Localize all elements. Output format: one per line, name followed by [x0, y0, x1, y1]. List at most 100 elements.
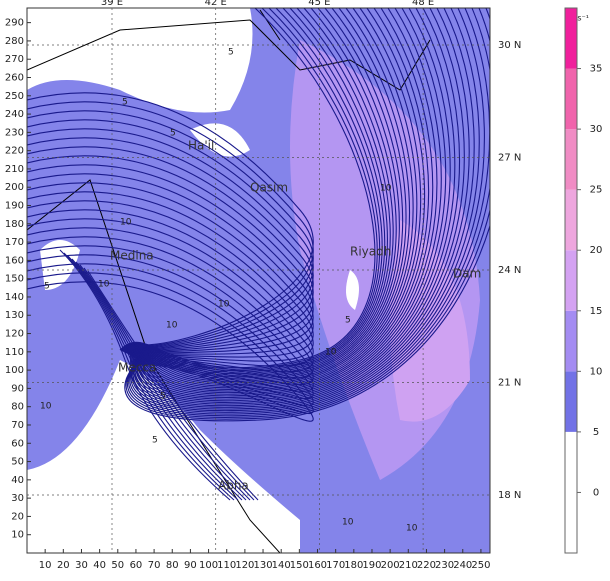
streamline [27, 128, 314, 350]
contour-labels: 5 5 5 5 10 10 5 10 10 10 5 5 10 10 10 10 [40, 48, 418, 534]
lon-label: 39 E [101, 0, 123, 8]
colorbar-band [565, 310, 577, 372]
colorbar-band [565, 68, 577, 130]
streamline [125, 8, 490, 420]
colorbar-band [565, 431, 577, 493]
x-tick-label: 70 [148, 560, 161, 571]
x-tick-label: 150 [290, 560, 309, 571]
streamline [133, 8, 456, 405]
colorbar-frame [564, 7, 578, 554]
contour-label: 10 [166, 321, 178, 331]
x-tick-label: 180 [344, 560, 363, 571]
streamline [27, 272, 314, 414]
lat-label: 24 N [498, 265, 521, 276]
streamline [71, 258, 243, 501]
contour-label: 10 [406, 524, 418, 534]
map-area [27, 8, 490, 553]
streamline [124, 8, 490, 422]
colorbar-label: 0 [593, 487, 599, 498]
contour-label: 5 [345, 316, 351, 326]
y-tick-label: 80 [11, 402, 24, 413]
x-tick-label: 240 [453, 560, 472, 571]
streamline [27, 110, 314, 348]
contour-label: 10 [40, 402, 52, 412]
x-tick-label: 210 [399, 560, 418, 571]
streamline [83, 267, 255, 501]
x-tick-label: 200 [381, 560, 400, 571]
city-labels: Ha'il Qasim Riyadh Dam Medina Mecca Abha [110, 139, 481, 493]
axes: 10 20 30 40 50 60 70 80 90 100 110 120 130 140 150 160 1… [5, 0, 521, 571]
lon-label: 48 E [412, 0, 434, 8]
contour-label: 10 [98, 280, 110, 290]
streamline [87, 270, 259, 501]
x-tick-label: 250 [471, 560, 490, 571]
colorbar-label: 25 [590, 185, 603, 196]
y-tick-label: 260 [5, 72, 24, 83]
streamline [27, 254, 314, 400]
weak-wind [27, 360, 300, 553]
y-tick-label: 210 [5, 164, 24, 175]
x-tick-label: 30 [75, 560, 88, 571]
x-tick-label: 120 [235, 560, 254, 571]
y-tick-label: 70 [11, 420, 24, 431]
streamline [63, 252, 235, 501]
y-tick-label: 60 [11, 438, 24, 449]
streamline [79, 264, 251, 501]
x-tick-label: 80 [166, 560, 179, 571]
streamline [27, 119, 314, 349]
x-tick-label: 220 [417, 560, 436, 571]
coastline [27, 179, 281, 553]
x-tick-label: 40 [93, 560, 106, 571]
y-tick-label: 190 [5, 201, 24, 212]
contour-label: 10 [325, 348, 337, 358]
city-label: Abha [218, 479, 249, 493]
contour-label: 5 [44, 282, 50, 292]
colorbar-band [565, 250, 577, 311]
streamline [131, 8, 442, 400]
streamline [27, 263, 314, 407]
y-tick-label: 130 [5, 310, 24, 321]
y-tick-label: 270 [5, 54, 24, 65]
colorbar-label: 5 [593, 427, 599, 438]
x-tick-label: 100 [199, 560, 218, 571]
x-tick-label: 170 [326, 560, 345, 571]
y-tick-label: 160 [5, 255, 24, 266]
y-tick-label: 250 [5, 91, 24, 102]
x-tick-label: 160 [308, 560, 327, 571]
x-tick-label: 20 [57, 560, 70, 571]
x-tick-label: 90 [184, 560, 197, 571]
lat-label: 27 N [498, 153, 521, 164]
city-label: Ha'il [188, 139, 214, 153]
colorbar-label: 10 [590, 366, 603, 377]
streamline [59, 249, 231, 501]
y-tick-label: 30 [11, 493, 24, 504]
x-tick-label: 230 [435, 560, 454, 571]
streamline [67, 255, 239, 501]
lon-label: 42 E [205, 0, 227, 8]
contour-label: 10 [120, 218, 132, 228]
y-tick-label: 140 [5, 292, 24, 303]
city-label: Medina [110, 249, 154, 263]
streamline [27, 191, 314, 358]
weak-wind [190, 123, 250, 157]
colorbar-unit: m s⁻¹ [567, 14, 589, 23]
y-tick-label: 90 [11, 383, 24, 394]
streamline [27, 155, 314, 353]
y-tick-label: 100 [5, 365, 24, 376]
y-tick-label: 230 [5, 127, 24, 138]
x-tick-label: 110 [217, 560, 236, 571]
contour-label: 5 [122, 98, 128, 108]
map-frame [26, 7, 491, 554]
streamline [27, 209, 314, 367]
contour-label: 5 [228, 48, 234, 58]
streamline [27, 281, 314, 422]
streamline [27, 137, 314, 351]
city-label: Mecca [118, 361, 156, 375]
y-tick-label: 280 [5, 36, 24, 47]
colorbar-label: 20 [590, 245, 603, 256]
y-tick-label: 10 [11, 530, 24, 541]
streamlines [27, 8, 490, 501]
contour-label: 5 [152, 436, 158, 446]
streamline [27, 92, 314, 346]
